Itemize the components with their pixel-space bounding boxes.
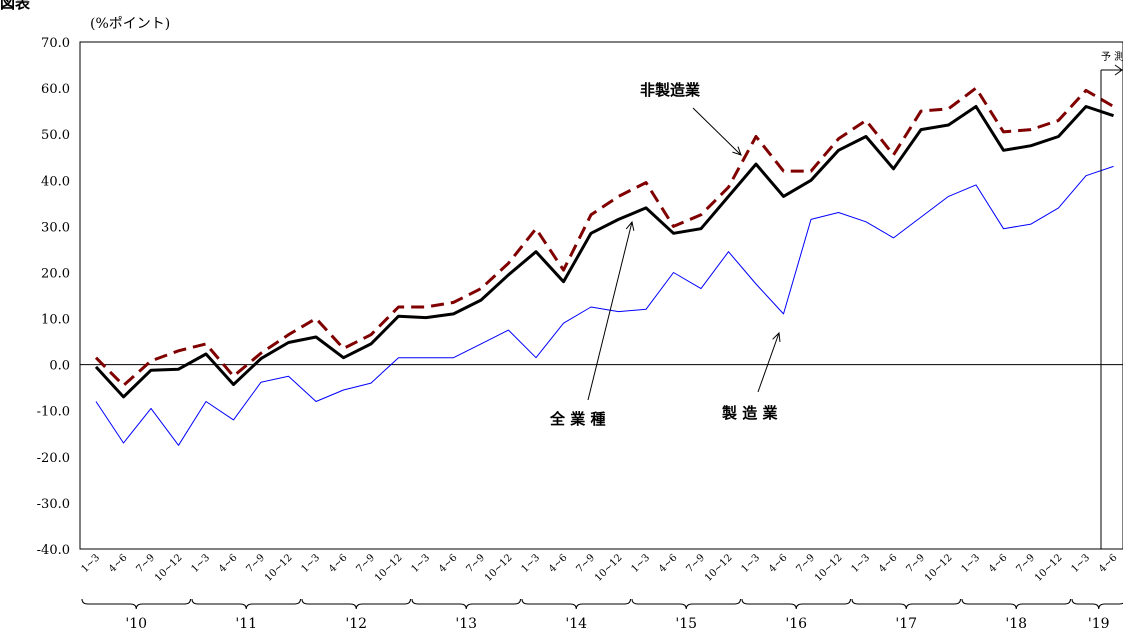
year-label: '17	[895, 616, 917, 632]
x-tick-label: 4~6	[987, 552, 1010, 575]
series-annotation: 非製造業	[640, 81, 701, 99]
year-brace	[411, 598, 521, 610]
x-tick-label: 4~6	[877, 552, 900, 575]
x-tick-label: 1~3	[739, 552, 762, 575]
y-tick-label: -40.0	[37, 543, 70, 558]
y-tick-label: -20.0	[37, 451, 70, 466]
x-tick-label: 4~6	[1097, 552, 1120, 575]
year-brace	[301, 598, 411, 610]
x-tick-label: 4~6	[107, 552, 130, 575]
forecast-label: 予 測	[1101, 50, 1123, 63]
x-tick-label: 4~6	[437, 552, 460, 575]
x-tick-label: 7~9	[134, 552, 157, 575]
y-unit-label: (%ポイント)	[90, 16, 170, 32]
x-axis-ticks: 1~3 4~6 7~910~12 1~3 4~6 7~910~12 1~3 4~6 7~910~…	[79, 552, 1119, 584]
x-tick-label: 1~3	[629, 552, 652, 575]
x-tick-label: 7~9	[464, 552, 487, 575]
year-brace	[851, 598, 961, 610]
x-tick-label: 1~3	[189, 552, 212, 575]
series-annotation: 製 造 業	[721, 404, 778, 422]
x-tick-label: 7~9	[684, 552, 707, 575]
x-tick-label: 10~12	[373, 552, 405, 584]
year-brace	[631, 598, 741, 610]
y-tick-label: 60.0	[41, 82, 70, 97]
series-annotation: 全 業 種	[549, 410, 605, 428]
annotation-arrowhead	[732, 146, 742, 156]
y-tick-label: 10.0	[41, 313, 70, 328]
x-tick-label: 10~12	[153, 552, 185, 584]
x-tick-label: 4~6	[547, 552, 570, 575]
forecast-arrowhead	[1114, 64, 1123, 76]
y-tick-label: -10.0	[37, 405, 70, 420]
x-tick-label: 4~6	[327, 552, 350, 575]
x-tick-label: 10~12	[1033, 552, 1065, 584]
year-brace	[191, 598, 301, 610]
year-label: '15	[675, 616, 697, 632]
x-tick-label: 7~9	[904, 552, 927, 575]
y-tick-label: 40.0	[41, 174, 70, 189]
x-tick-label: 7~9	[1014, 552, 1037, 575]
x-axis-years: '10 '11 '12 '13 '14 '15 '16 '17 '18 '19	[81, 598, 1123, 632]
x-tick-label: 1~3	[849, 552, 872, 575]
series-layer	[94, 86, 1115, 446]
year-label: '18	[1005, 616, 1027, 632]
x-tick-label: 1~3	[959, 552, 982, 575]
x-tick-label: 10~12	[593, 552, 625, 584]
y-axis-ticks: 70.0 60.0 50.0 40.0 30.0 20.0 10.0 0.0 -10.0 -20.…	[37, 36, 70, 558]
year-brace	[1071, 598, 1123, 610]
x-tick-label: 4~6	[767, 552, 790, 575]
y-tick-label: 30.0	[41, 220, 70, 235]
year-label: '19	[1088, 616, 1110, 632]
annotation-arrowhead	[772, 331, 781, 343]
y-tick-label: 0.0	[49, 359, 70, 374]
year-label: '12	[345, 616, 367, 632]
annotation-arrow-line	[587, 221, 633, 401]
forecast-marker: 予 測	[1100, 50, 1123, 549]
series-line	[95, 165, 1114, 446]
x-tick-label: 1~3	[519, 552, 542, 575]
year-label: '11	[235, 616, 257, 632]
year-brace	[521, 598, 631, 610]
x-tick-label: 10~12	[703, 552, 735, 584]
y-tick-label: 20.0	[41, 266, 70, 281]
x-tick-label: 1~3	[1069, 552, 1092, 575]
x-tick-label: 10~12	[923, 552, 955, 584]
y-tick-label: 50.0	[41, 128, 70, 143]
year-brace	[961, 598, 1071, 610]
x-tick-label: 1~3	[409, 552, 432, 575]
x-tick-label: 1~3	[299, 552, 322, 575]
x-tick-label: 10~12	[813, 552, 845, 584]
plot-frame	[79, 41, 1123, 550]
annotation-arrowhead	[625, 220, 635, 231]
series-line	[94, 105, 1114, 399]
y-tick-label: 70.0	[41, 36, 70, 51]
x-tick-label: 10~12	[263, 552, 295, 584]
annotation-arrow-line	[692, 107, 742, 156]
x-tick-label: 7~9	[244, 552, 267, 575]
year-brace	[81, 598, 191, 610]
y-tick-label: -30.0	[37, 497, 70, 512]
x-tick-label: 4~6	[217, 552, 240, 575]
chart-title: 図表	[0, 0, 31, 12]
series-line	[94, 86, 1115, 387]
x-tick-label: 7~9	[354, 552, 377, 575]
x-tick-label: 7~9	[574, 552, 597, 575]
year-brace	[741, 598, 851, 610]
x-tick-label: 4~6	[657, 552, 680, 575]
year-label: '16	[785, 616, 807, 632]
year-label: '13	[455, 616, 477, 632]
x-tick-label: 1~3	[79, 552, 102, 575]
year-label: '14	[565, 616, 587, 632]
x-tick-label: 7~9	[794, 552, 817, 575]
x-tick-label: 10~12	[483, 552, 515, 584]
year-label: '10	[125, 616, 147, 632]
annotation-arrow-line	[757, 332, 780, 393]
